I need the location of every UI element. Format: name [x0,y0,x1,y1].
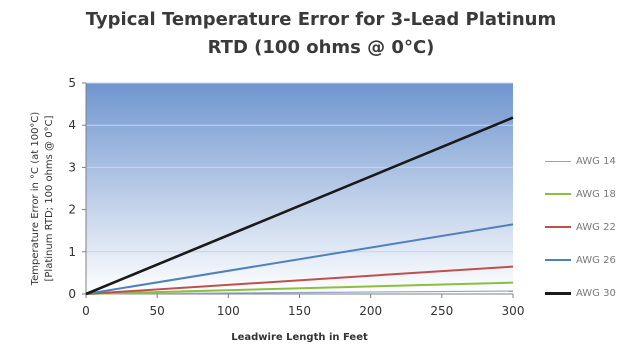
x-tick-label: 150 [288,304,311,318]
legend-item-awg-14: AWG 14 [545,150,640,172]
series-line-awg-14 [85,290,514,295]
y-tick-label: 1 [68,245,76,259]
y-tick-label: 3 [68,160,76,174]
y-axis-label-line-1: Temperature Error in °C (at 100°C) [30,112,41,287]
legend-swatch [545,160,571,162]
series-line-awg-26 [85,223,514,295]
legend-swatch [545,259,571,261]
chart-title-line-1: Typical Temperature Error for 3-Lead Pla… [85,9,557,30]
legend-label: AWG 22 [576,221,616,233]
y-tick-label: 2 [68,203,76,217]
x-tick-label: 200 [359,304,382,318]
x-tick-label: 0 [82,304,90,318]
legend-label: AWG 26 [576,254,616,266]
legend-label: AWG 18 [576,188,616,200]
plot-area [86,83,513,294]
x-tick-label: 100 [217,304,240,318]
legend-label: AWG 30 [576,287,616,299]
x-axis-label: Leadwire Length in Feet [231,332,368,343]
series-line-awg-30 [85,116,514,296]
chart-title-line-2: RTD (100 ohms @ 0°C) [207,37,435,58]
series-line-awg-18 [85,281,514,295]
legend-swatch [545,226,571,228]
series-line-awg-22 [85,265,514,295]
x-tick-label: 300 [502,304,525,318]
x-tick-label: 250 [430,304,453,318]
legend-item-awg-18: AWG 18 [545,183,640,205]
y-axis-label-line-2: [Platinum RTD; 100 ohms @ 0°C] [44,115,55,281]
legend-item-awg-30: AWG 30 [545,282,640,304]
y-tick-label: 5 [68,76,76,90]
legend-item-awg-22: AWG 22 [545,216,640,238]
y-tick-label: 0 [68,287,76,301]
legend-swatch [545,291,571,295]
legend-label: AWG 14 [576,155,616,167]
legend-swatch [545,193,571,195]
legend-item-awg-26: AWG 26 [545,249,640,271]
legend: AWG 14 AWG 18 AWG 22 AWG 26 AWG 30 [545,150,640,315]
x-tick-label: 50 [150,304,165,318]
y-tick-label: 4 [68,118,76,132]
